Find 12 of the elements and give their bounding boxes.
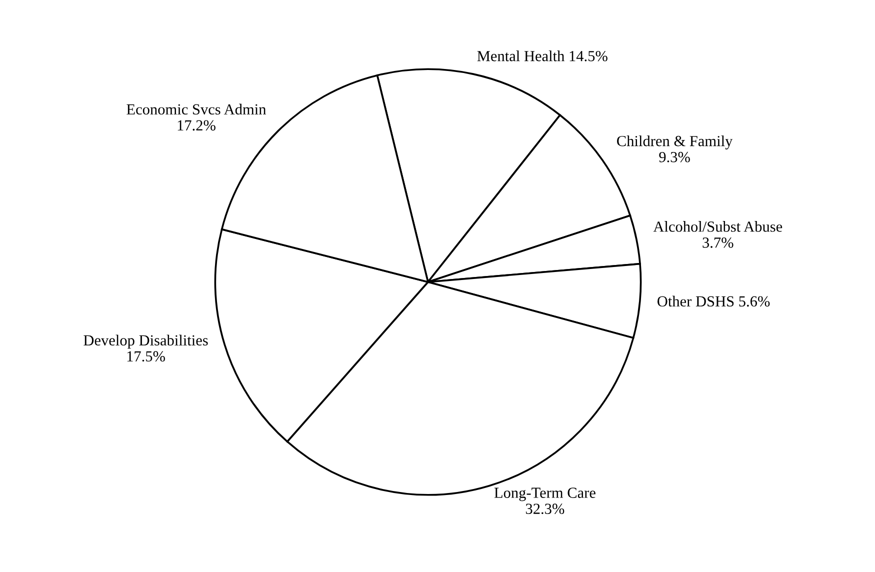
data-label: 9.3% [659, 152, 690, 162]
slice-label: Mental Health 14.5% [477, 50, 608, 62]
slice-label: Other DSHS 5.6% [658, 296, 770, 307]
data-label: 3.7% [702, 237, 734, 248]
slice-label: Children & Family [617, 135, 733, 150]
slice-label: Alcohol/Subst Abuse [653, 221, 782, 232]
slice-label: Economic Svcs Admin [126, 104, 266, 115]
slice-label: Long-Term Care [494, 488, 596, 502]
slice-label: Develop Disabilities [84, 334, 208, 349]
data-label: 32.3% [526, 504, 564, 514]
data-label: 17.2% [178, 120, 216, 131]
data-label: 17.5% [127, 351, 165, 362]
